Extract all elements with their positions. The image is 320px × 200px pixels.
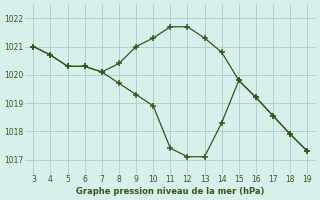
X-axis label: Graphe pression niveau de la mer (hPa): Graphe pression niveau de la mer (hPa) <box>76 187 265 196</box>
